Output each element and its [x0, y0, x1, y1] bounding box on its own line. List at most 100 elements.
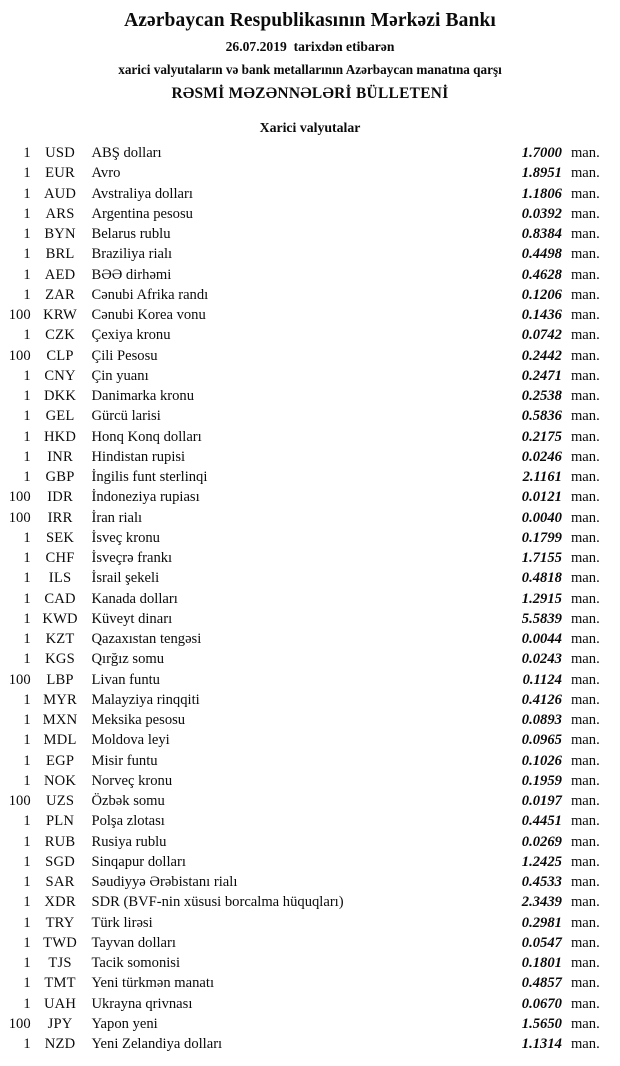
currency-code: SGD [45, 853, 75, 870]
currency-man-label: man. [570, 408, 600, 425]
currency-rate: 0.2981 [521, 914, 562, 931]
currency-man-label: man. [570, 955, 600, 971]
table-row: 1 UAH Ukrayna qrivnası 0.0670 man. [0, 994, 620, 1014]
currency-man-label: man. [570, 833, 600, 850]
currency-rate: 0.0044 [521, 631, 562, 647]
currency-code: MYR [43, 691, 77, 708]
currency-unit: 1 [23, 246, 31, 263]
exchange-rates-table: 1 USD ABŞ dolları 1.7000 man. 1 EUR Avro 1.8951 m… [0, 143, 620, 1054]
currency-man-label: man. [570, 388, 600, 404]
currency-unit: 1 [23, 732, 31, 749]
currency-unit: 1 [23, 752, 31, 769]
currency-rate: 1.2425 [521, 853, 562, 870]
currency-name: Danimarka kronu [91, 388, 194, 404]
table-row: 1 XDR SDR (BVF-nin xüsusi borcalma hüquqla… [0, 892, 620, 912]
currency-rate: 0.2471 [521, 367, 562, 384]
table-row: 1 RUB Rusiya rublu 0.0269 man. [0, 832, 620, 852]
currency-rate: 0.0246 [521, 448, 562, 465]
currency-unit: 100 [8, 509, 31, 526]
currency-code: RUB [44, 833, 76, 850]
currency-name: Rusiya rublu [91, 833, 167, 850]
currency-code: TJS [48, 955, 72, 971]
currency-code: USD [45, 145, 75, 161]
table-row: 1 KGS Qırğız somu 0.0243 man. [0, 649, 620, 669]
currency-unit: 1 [23, 590, 31, 607]
currency-man-label: man. [570, 793, 600, 809]
currency-rate: 0.1124 [522, 671, 562, 688]
bulletin-title: RƏSMİ MƏZƏNNƏLƏRİ BÜLLETENİ [171, 85, 449, 102]
currency-unit: 1 [23, 469, 31, 485]
currency-rate: 1.5650 [521, 1015, 562, 1032]
currency-rate: 1.2915 [521, 590, 562, 607]
currency-name: Küveyt dinarı [91, 610, 173, 627]
currency-name: Yeni türkmən manatı [91, 975, 215, 992]
currency-unit: 1 [23, 1036, 31, 1052]
currency-rate: 0.4533 [521, 874, 562, 890]
currency-name: Misir funtu [91, 752, 158, 769]
table-row: 1 DKK Danimarka kronu 0.2538 man. [0, 386, 620, 406]
currency-man-label: man. [570, 610, 600, 627]
currency-man-label: man. [570, 428, 600, 445]
currency-code: IDR [47, 489, 73, 506]
table-row: 1 AED BƏƏ dirhəmi 0.4628 man. [0, 265, 620, 285]
currency-unit: 1 [23, 165, 31, 182]
currency-man-label: man. [570, 205, 600, 222]
exchange-rates-body: 1 USD ABŞ dolları 1.7000 man. 1 EUR Avro 1.8951 m… [0, 143, 620, 1054]
currency-code: PLN [45, 813, 75, 830]
currency-rate: 0.4857 [521, 975, 562, 992]
currency-code: UAH [43, 995, 77, 1012]
currency-name: İngilis funt sterlinqi [91, 469, 208, 485]
currency-man-label: man. [570, 732, 600, 749]
currency-unit: 100 [8, 1015, 31, 1032]
currency-name: İran rialı [91, 509, 143, 526]
currency-unit: 1 [23, 529, 31, 546]
currency-name: Cənubi Korea vonu [91, 307, 206, 323]
currency-code: KWD [42, 610, 78, 627]
currency-code: INR [47, 448, 73, 465]
currency-man-label: man. [570, 894, 600, 911]
currency-code: IRR [47, 509, 73, 526]
table-row: 1 PLN Polşa zlotası 0.4451 man. [0, 811, 620, 831]
currency-code: KZT [45, 631, 75, 647]
currency-man-label: man. [570, 266, 600, 283]
table-row: 1 NOK Norveç kronu 0.1959 man. [0, 771, 620, 791]
currency-man-label: man. [570, 691, 600, 708]
currency-name: Yapon yeni [91, 1015, 158, 1032]
currency-unit: 100 [8, 793, 31, 809]
currency-unit: 1 [23, 570, 31, 587]
subject-line: xarici valyutaların və bank metallarının… [118, 62, 502, 77]
table-row: 1 KWD Küveyt dinarı 5.5839 man. [0, 609, 620, 629]
currency-code: BYN [44, 226, 76, 242]
currency-unit: 1 [23, 691, 31, 708]
currency-unit: 100 [8, 307, 31, 323]
currency-unit: 1 [23, 772, 31, 789]
effective-date-line: 26.07.2019 tarixdən etibarən [225, 39, 395, 54]
table-row: 1 EGP Misir funtu 0.1026 man. [0, 751, 620, 771]
currency-rate: 0.1959 [521, 772, 562, 789]
currency-code: EGP [45, 752, 75, 769]
currency-rate: 1.7000 [521, 145, 562, 161]
currency-unit: 1 [23, 266, 31, 283]
currency-rate: 0.0670 [521, 995, 562, 1012]
currency-code: NOK [43, 772, 77, 789]
currency-name: Səudiyyə Ərəbistanı rialı [91, 874, 238, 890]
currency-rate: 0.2442 [521, 347, 562, 364]
table-row: 1 AUD Avstraliya dolları 1.1806 man. [0, 184, 620, 204]
currency-unit: 1 [23, 367, 31, 384]
currency-man-label: man. [570, 712, 600, 728]
currency-code: SEK [45, 529, 75, 546]
currency-code: AUD [43, 185, 77, 202]
currency-unit: 1 [23, 813, 31, 830]
table-row: 1 CHF İsveçrə frankı 1.7155 man. [0, 548, 620, 568]
currency-name: Yeni Zelandiya dolları [91, 1036, 223, 1052]
currency-code: XDR [44, 894, 76, 911]
currency-code: NZD [44, 1036, 76, 1052]
currency-name: Çexiya kronu [91, 327, 171, 344]
currency-man-label: man. [570, 509, 600, 526]
currency-unit: 1 [23, 914, 31, 931]
currency-unit: 1 [23, 388, 31, 404]
currency-unit: 1 [23, 874, 31, 890]
table-row: 100 KRW Cənubi Korea vonu 0.1436 man. [0, 305, 620, 325]
currency-unit: 1 [23, 712, 31, 728]
